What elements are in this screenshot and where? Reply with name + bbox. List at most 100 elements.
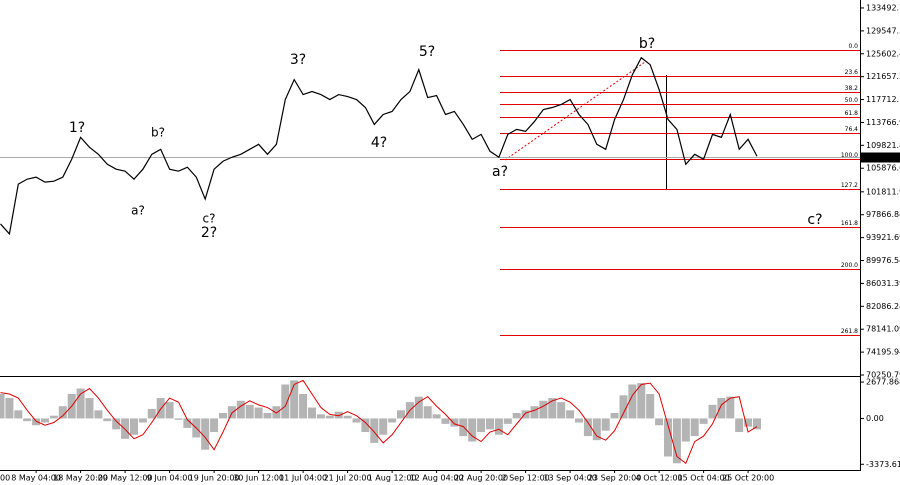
histogram-bar — [352, 418, 361, 423]
wave-label: c? — [203, 212, 216, 226]
histogram-bar — [174, 418, 183, 420]
histogram-bar — [548, 398, 557, 419]
x-tick-label: 11 Jul 04:00 — [279, 474, 327, 483]
histogram-bar — [316, 414, 325, 419]
histogram-bar — [468, 418, 477, 442]
x-tick-label: 2 Sep 12:00 — [501, 474, 549, 483]
wave-label: 1? — [69, 120, 85, 136]
x-tick-label: 12 Aug 04:00 — [410, 474, 464, 483]
fib-label: 161.8 — [841, 220, 858, 227]
histogram-bar — [397, 410, 405, 419]
histogram-bar — [183, 418, 192, 428]
histogram-bar — [583, 418, 592, 437]
histogram-bar — [23, 418, 32, 422]
histogram-bar — [672, 418, 681, 464]
x-edge-label: 00 — [0, 474, 10, 483]
histogram-bar — [477, 418, 486, 433]
histogram-bar — [210, 418, 219, 433]
histogram-bar — [343, 415, 352, 419]
histogram-bar — [0, 393, 5, 419]
histogram-bar — [334, 411, 343, 419]
x-tick-label: 22 Aug 20:00 — [454, 474, 508, 483]
wave-label: 2? — [201, 225, 217, 241]
histogram-bar — [5, 398, 14, 419]
histogram-bar — [486, 418, 494, 430]
y-tick-label: 129547.59 — [866, 26, 900, 35]
x-tick-label: 15 Oct 04:00 — [678, 474, 730, 483]
histogram-bar — [619, 395, 628, 419]
histogram-bar — [227, 406, 236, 419]
wave-label: c? — [807, 212, 822, 228]
wave-label: a? — [492, 164, 508, 180]
wave-label: a? — [131, 204, 145, 218]
histogram-bar — [58, 406, 67, 419]
histogram-bar — [147, 408, 156, 419]
histogram-bar — [245, 404, 254, 419]
histogram-bar — [254, 407, 263, 419]
histogram-bar — [494, 418, 503, 435]
histogram-bar — [41, 418, 49, 423]
histogram-bar — [130, 418, 138, 435]
histogram-bar — [138, 418, 147, 423]
y-tick-label: 125602.44 — [866, 49, 900, 58]
histogram-bar — [557, 402, 566, 419]
histogram-bar — [263, 413, 272, 419]
y-tick-label: 97866.84 — [866, 210, 900, 219]
histogram-bar — [637, 383, 646, 419]
x-tick-label: 13 Sep 04:00 — [543, 474, 596, 483]
wave-label: b? — [639, 36, 655, 52]
x-tick-label: 9 Jun 04:00 — [147, 474, 193, 483]
y-tick-label: 121657.29 — [866, 72, 900, 81]
histogram-bar — [32, 418, 41, 426]
fib-label: 76.4 — [845, 126, 859, 133]
x-tick-label: 30 Jun 12:00 — [233, 474, 284, 483]
histogram-bar — [414, 396, 423, 419]
y-tick-label: 93921.69 — [866, 233, 900, 242]
fib-label: 100.0 — [841, 152, 858, 159]
histogram-bar — [76, 388, 85, 419]
histogram-bar — [219, 413, 227, 419]
y-tick-label: 109821.84 — [866, 141, 900, 150]
histogram-bar — [450, 418, 459, 427]
histogram-bar — [432, 414, 441, 419]
histogram-bar — [708, 404, 717, 419]
x-tick-label: 8 May 04:00 — [11, 474, 61, 483]
histogram-bar — [121, 418, 130, 439]
histogram-bar — [236, 400, 245, 419]
y-tick-label: 70250.79 — [866, 371, 900, 380]
histogram-bar — [325, 415, 334, 419]
y-tick-label: 113766.99 — [866, 118, 900, 127]
wave-label: 5? — [419, 44, 435, 60]
histogram-bar — [566, 410, 575, 419]
x-tick-label: 18 May 20:00 — [53, 474, 108, 483]
histogram-bar — [201, 418, 210, 450]
histogram-bar — [281, 384, 290, 419]
histogram-bar — [299, 393, 308, 419]
fib-label: 61.8 — [845, 110, 859, 117]
osc-y-tick-label: 2677.868 — [866, 378, 900, 387]
signal-line — [0, 379, 758, 465]
x-tick-label: 23 Sep 20:00 — [588, 474, 641, 483]
histogram-bar — [592, 418, 601, 441]
histogram-bar — [361, 418, 370, 433]
histogram-bar — [735, 418, 744, 433]
histogram-bar — [610, 413, 619, 419]
histogram-bar — [530, 406, 539, 419]
histogram-bar — [14, 410, 23, 419]
histogram-bar — [503, 418, 512, 424]
wave-label: b? — [151, 126, 165, 140]
price-line — [0, 56, 758, 236]
histogram-bar — [85, 398, 94, 419]
y-tick-label: 117712.14 — [866, 95, 900, 104]
histogram-bar — [628, 384, 637, 419]
x-tick-label: 1 Aug 12:00 — [368, 474, 417, 483]
x-tick-label: 25 Oct 20:00 — [722, 474, 774, 483]
histogram-bar — [601, 418, 610, 431]
y-tick-label: 101811.99 — [866, 187, 900, 196]
histogram-bar — [388, 418, 397, 423]
histogram-bar — [290, 380, 299, 419]
osc-y-tick-label: 0.00 — [866, 414, 884, 423]
histogram-bar — [575, 418, 583, 423]
fib-label: 50.0 — [845, 97, 859, 104]
